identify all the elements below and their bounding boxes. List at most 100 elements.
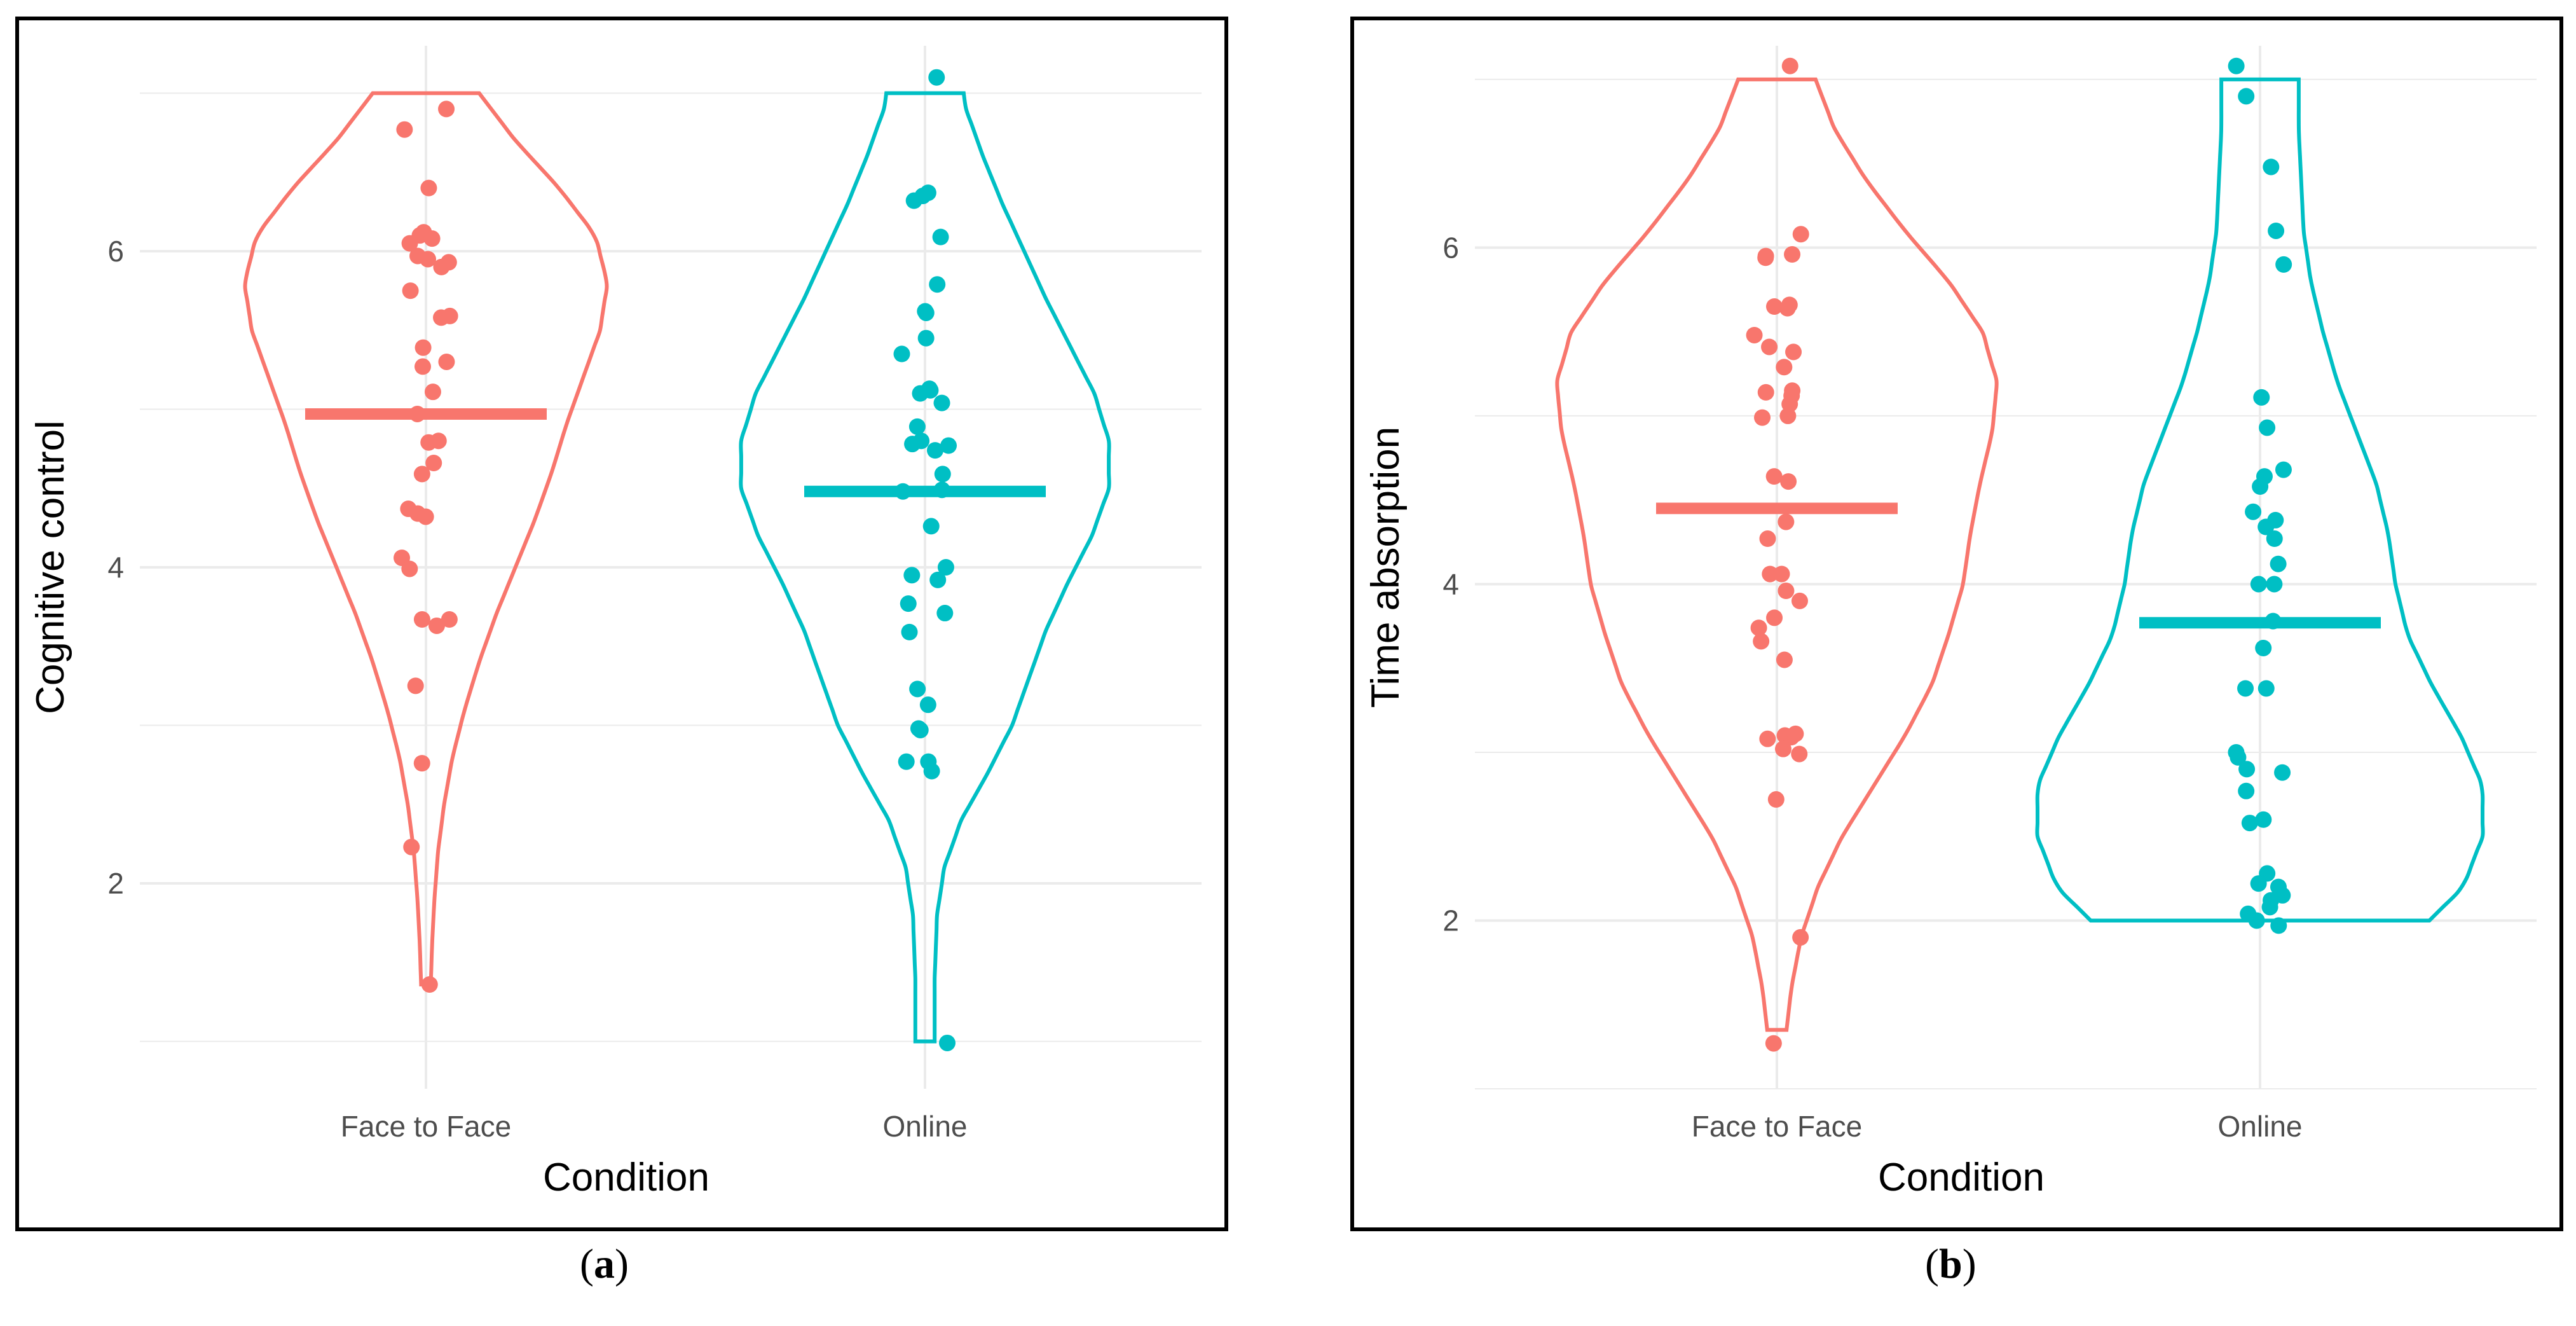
data-point <box>2270 917 2287 934</box>
x-axis-title: Condition <box>543 1156 709 1199</box>
caption-a: (a) <box>580 1241 629 1287</box>
data-point <box>2270 555 2287 572</box>
data-point <box>1776 359 1793 376</box>
data-point <box>1767 791 1785 808</box>
data-point <box>1765 468 1783 485</box>
data-point <box>2248 912 2265 929</box>
x-axis-title: Condition <box>1878 1156 2045 1199</box>
data-point <box>1784 246 1801 263</box>
data-point <box>929 571 947 588</box>
data-point <box>1791 592 1808 609</box>
data-point <box>903 567 921 584</box>
data-point <box>905 192 922 209</box>
data-point <box>2275 256 2292 273</box>
data-point <box>403 838 420 855</box>
data-point <box>414 339 432 356</box>
data-point <box>441 611 458 628</box>
data-point <box>1792 226 1809 243</box>
data-point <box>2253 389 2270 406</box>
violin-online <box>739 91 1111 1044</box>
violin-face-to-face <box>1555 77 1999 1032</box>
points-online <box>893 69 957 1051</box>
data-point <box>1779 407 1797 424</box>
data-point <box>909 680 926 698</box>
grid <box>140 46 1202 1089</box>
data-point <box>1776 651 1793 668</box>
data-point <box>928 69 945 86</box>
data-point <box>1778 513 1795 530</box>
violin-online <box>2035 77 2485 923</box>
data-point <box>401 235 418 252</box>
data-point <box>428 617 445 634</box>
data-point <box>1750 619 1767 637</box>
data-point <box>926 442 943 459</box>
data-point <box>1765 298 1783 315</box>
data-point <box>413 466 430 483</box>
data-point <box>898 753 915 770</box>
data-point <box>1791 745 1808 763</box>
data-point <box>917 304 935 321</box>
data-point <box>939 1034 956 1051</box>
data-point <box>2252 478 2269 495</box>
x-tick-label: Online <box>883 1110 968 1143</box>
y-tick-label: 4 <box>107 551 124 584</box>
data-point <box>2228 57 2245 74</box>
data-point <box>1780 473 1797 490</box>
data-point <box>2275 461 2292 478</box>
y-axis-title: Time absorption <box>1364 427 1408 708</box>
data-point <box>1783 729 1800 746</box>
data-point <box>2257 680 2275 697</box>
data-point <box>423 230 441 247</box>
data-point <box>2250 576 2267 593</box>
data-point <box>2238 782 2255 799</box>
data-point <box>2255 639 2272 656</box>
data-point <box>923 763 940 780</box>
y-tick-label: 6 <box>107 235 124 268</box>
data-point <box>936 605 954 622</box>
data-point <box>1773 565 1790 583</box>
data-point <box>908 418 926 435</box>
data-point <box>934 466 951 483</box>
data-point <box>2238 88 2255 105</box>
data-point <box>929 276 946 293</box>
data-point <box>420 434 437 451</box>
points-face-to-face <box>1746 57 1809 1052</box>
data-point <box>2259 419 2276 436</box>
data-point <box>940 437 957 454</box>
x-tick-label: Online <box>2218 1110 2303 1143</box>
data-point <box>917 329 935 347</box>
data-point <box>414 358 431 375</box>
data-point <box>413 611 430 628</box>
data-point <box>1781 57 1798 74</box>
data-point <box>433 258 450 275</box>
data-point <box>1757 383 1774 401</box>
data-point <box>1785 343 1802 361</box>
data-point <box>1757 249 1774 266</box>
data-point <box>2266 530 2283 548</box>
data-point <box>2263 158 2280 176</box>
data-point <box>2237 680 2254 697</box>
data-point <box>1753 633 1770 650</box>
data-point <box>1746 326 1763 343</box>
data-point <box>1792 929 1809 946</box>
data-point <box>2245 503 2262 520</box>
data-point <box>417 508 434 525</box>
data-point <box>2241 815 2258 832</box>
data-point <box>2255 811 2272 828</box>
points-online <box>2228 57 2292 934</box>
data-point <box>904 436 921 453</box>
data-point <box>922 518 940 535</box>
data-point <box>438 353 455 370</box>
data-point <box>2274 764 2291 781</box>
data-point <box>2230 749 2247 766</box>
data-point <box>420 179 437 197</box>
points-face-to-face <box>394 100 458 993</box>
data-point <box>1766 609 1783 626</box>
data-point <box>1774 740 1792 757</box>
y-tick-label: 4 <box>1442 567 1459 600</box>
data-point <box>919 696 936 714</box>
data-point <box>2250 875 2267 892</box>
data-point <box>407 677 424 694</box>
data-point <box>413 755 430 772</box>
data-point <box>420 251 437 268</box>
